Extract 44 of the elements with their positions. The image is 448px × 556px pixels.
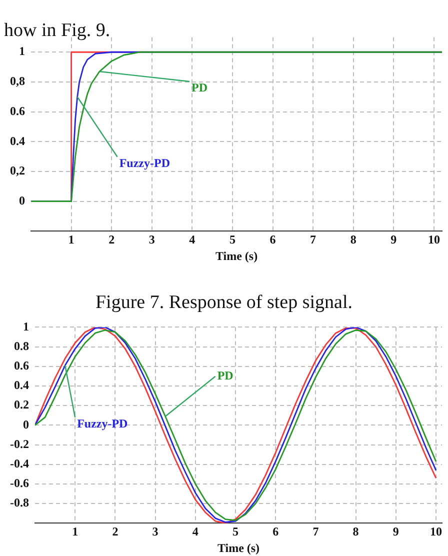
x-tick-label: 9 bbox=[392, 524, 399, 538]
x-tick-label: 7 bbox=[312, 524, 319, 538]
x-tick-label: 6 bbox=[272, 524, 279, 538]
x-tick-label: 3 bbox=[152, 524, 158, 538]
x-tick-label: 2 bbox=[108, 232, 115, 246]
y-tick-label: 0.6 bbox=[14, 358, 29, 372]
x-tick-label: 7 bbox=[310, 232, 316, 246]
caption: Figure 7. Response of step signal. bbox=[94, 292, 354, 314]
annotation: how in Fig. 9. bbox=[4, 20, 112, 42]
x-tick-label: 8 bbox=[352, 524, 359, 538]
x-axis-title: Time (s) bbox=[217, 540, 260, 555]
x-tick-label: 6 bbox=[270, 232, 276, 246]
y-tick-label: 1 bbox=[19, 44, 25, 58]
text: PD bbox=[192, 80, 208, 95]
y-tick-label: 0.4 bbox=[10, 134, 25, 148]
x-tick-label: 4 bbox=[192, 524, 198, 538]
y-tick-label: 1 bbox=[22, 319, 29, 334]
x-tick-label: 8 bbox=[350, 232, 356, 246]
y-tick-label: 0,8 bbox=[10, 74, 25, 88]
y-tick-label: 0.4 bbox=[14, 378, 29, 392]
x-tick-label: 1 bbox=[72, 524, 78, 538]
y-tick-label: 0 bbox=[22, 417, 29, 432]
text: Fuzzy-PD bbox=[77, 416, 128, 431]
x-tick-label: 5 bbox=[229, 232, 236, 246]
x-tick-label: 5 bbox=[232, 524, 238, 538]
x-tick-label: 10 bbox=[428, 232, 440, 246]
x-axis-title: Time (s) bbox=[215, 248, 258, 263]
y-tick-label: 0.6 bbox=[10, 104, 25, 118]
y-tick-label: -0.4 bbox=[10, 456, 29, 470]
y-tick-label: 0 bbox=[19, 193, 25, 208]
text: Fuzzy-PD bbox=[119, 156, 170, 170]
y-tick-label: 0.8 bbox=[14, 338, 29, 353]
x-tick-label: 10 bbox=[430, 524, 442, 538]
x-tick-label: 4 bbox=[189, 232, 196, 246]
x-tick-label: 9 bbox=[390, 232, 397, 246]
text: PD bbox=[217, 368, 234, 382]
y-tick-label: 0,2 bbox=[10, 164, 25, 178]
y-tick-label: -0.8 bbox=[10, 496, 29, 510]
x-tick-label: 2 bbox=[112, 524, 118, 538]
y-tick-label: -0.2 bbox=[10, 436, 29, 451]
x-tick-label: 1 bbox=[68, 232, 74, 246]
x-tick-label: 3 bbox=[148, 232, 155, 246]
y-tick-label: 0.2 bbox=[14, 398, 29, 412]
y-tick-label: -0.6 bbox=[10, 476, 29, 490]
